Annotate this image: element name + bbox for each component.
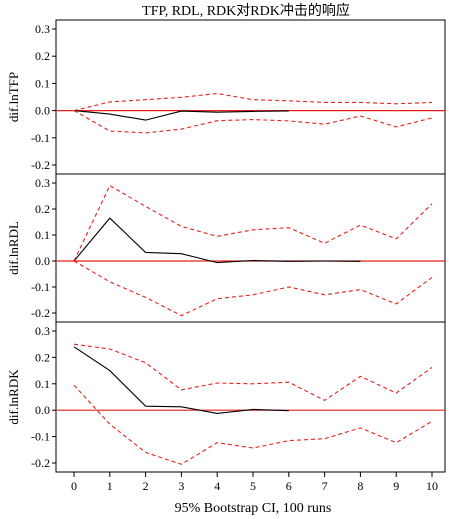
response-line	[73, 110, 289, 121]
x-tick-label: 3	[178, 479, 184, 493]
ci-upper-line	[73, 343, 433, 402]
y-tick-label: 0.2	[35, 49, 50, 63]
ci-lower-line	[73, 110, 433, 134]
x-tick-label: 6	[286, 479, 292, 493]
ci-upper-line	[73, 92, 433, 112]
y-tick-label: 0.3	[35, 22, 50, 36]
y-tick-label: -0.2	[31, 306, 50, 320]
response-line	[73, 217, 361, 264]
panel-3: 0.3 0.2 0.1 0.0 -0.1 -0.2 dif.lnRDK	[6, 321, 446, 473]
y-tick-label: 0.1	[35, 377, 50, 391]
y-tick-label: 0.3	[35, 176, 50, 190]
x-axis: 0 1 2 3 4 5 6 7 8 9 10	[71, 472, 438, 493]
y-tick-label: 0.0	[35, 403, 50, 417]
panel-frame	[55, 173, 446, 323]
x-tick-label: 10	[426, 479, 438, 493]
x-tick-label: 0	[71, 479, 77, 493]
y-tick-label: 0.1	[35, 76, 50, 90]
y-tick-label: -0.2	[31, 456, 50, 470]
y-tick-label: 0.0	[35, 104, 50, 118]
x-tick-label: 4	[214, 479, 220, 493]
y-tick-label: 0.2	[35, 202, 50, 216]
ci-upper-line	[73, 184, 433, 262]
x-tick-label: 8	[357, 479, 363, 493]
ci-lower-line	[73, 384, 433, 465]
panel-frame	[55, 321, 446, 473]
y-axis-label: dif.lnRDL	[6, 221, 21, 275]
x-tick-label: 1	[107, 479, 113, 493]
x-tick-label: 9	[393, 479, 399, 493]
y-axis-label: dif.lnTFP	[6, 72, 21, 122]
y-tick-label: -0.2	[31, 158, 50, 172]
x-tick-label: 5	[250, 479, 256, 493]
y-tick-label: -0.1	[31, 280, 50, 294]
panel-1: 0.3 0.2 0.1 0.0 -0.1 -0.2 dif.lnTFP	[6, 19, 446, 175]
chart-title: TFP, RDL, RDK对RDK冲击的响应	[142, 2, 350, 19]
response-line	[73, 346, 289, 414]
y-tick-label: 0.3	[35, 324, 50, 338]
x-axis-label: 95% Bootstrap CI, 100 runs	[175, 501, 332, 516]
y-tick-label: -0.1	[31, 430, 50, 444]
x-tick-label: 7	[322, 479, 328, 493]
y-tick-label: 0.2	[35, 350, 50, 364]
panels: 0.30.20.10.0-0.1-0.2dif.lnTFP0.30.20.10.…	[6, 19, 446, 473]
x-tick-label: 2	[143, 479, 149, 493]
y-axis-label: dif.lnRDK	[6, 369, 21, 425]
panel-frame	[55, 19, 446, 175]
y-tick-label: 0.1	[35, 228, 50, 242]
panel-2: 0.3 0.2 0.1 0.0 -0.1 -0.2 dif.lnRDL	[6, 173, 446, 323]
y-tick-label: 0.0	[35, 254, 50, 268]
y-tick-label: -0.1	[31, 131, 50, 145]
ci-lower-line	[73, 260, 433, 317]
